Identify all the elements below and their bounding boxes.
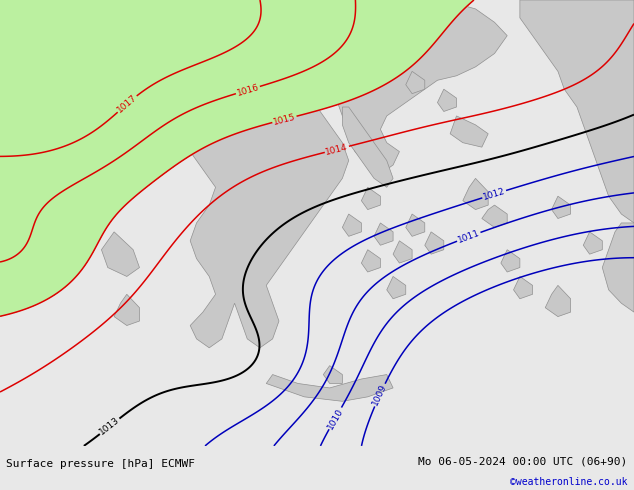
- Text: 1016: 1016: [236, 82, 260, 98]
- Polygon shape: [342, 214, 361, 236]
- Polygon shape: [114, 294, 139, 325]
- Polygon shape: [0, 0, 139, 241]
- Polygon shape: [583, 232, 602, 254]
- Text: Mo 06-05-2024 00:00 UTC (06+90): Mo 06-05-2024 00:00 UTC (06+90): [418, 456, 628, 466]
- Text: 1017: 1017: [115, 93, 139, 115]
- Polygon shape: [520, 0, 634, 223]
- Polygon shape: [361, 187, 380, 210]
- Polygon shape: [406, 214, 425, 236]
- Polygon shape: [501, 250, 520, 272]
- Polygon shape: [127, 0, 349, 348]
- Polygon shape: [323, 366, 342, 384]
- Polygon shape: [437, 89, 456, 112]
- Text: 1009: 1009: [371, 383, 389, 407]
- Polygon shape: [361, 250, 380, 272]
- Polygon shape: [406, 72, 425, 94]
- Polygon shape: [552, 196, 571, 219]
- Text: 1010: 1010: [326, 406, 345, 431]
- Text: 1014: 1014: [325, 142, 349, 156]
- Polygon shape: [387, 276, 406, 299]
- Text: ©weatheronline.co.uk: ©weatheronline.co.uk: [510, 477, 628, 487]
- Polygon shape: [393, 241, 412, 263]
- Text: 1013: 1013: [98, 416, 122, 437]
- Polygon shape: [76, 170, 95, 196]
- Text: 1015: 1015: [272, 112, 297, 126]
- Polygon shape: [336, 0, 507, 174]
- Polygon shape: [101, 232, 139, 276]
- Polygon shape: [463, 178, 488, 210]
- Text: Surface pressure [hPa] ECMWF: Surface pressure [hPa] ECMWF: [6, 459, 195, 468]
- Polygon shape: [425, 232, 444, 254]
- Polygon shape: [450, 116, 488, 147]
- Text: 1012: 1012: [482, 187, 507, 202]
- Polygon shape: [545, 285, 571, 317]
- Polygon shape: [602, 223, 634, 312]
- Text: 1011: 1011: [456, 228, 481, 245]
- Polygon shape: [374, 223, 393, 245]
- Polygon shape: [514, 276, 533, 299]
- Polygon shape: [482, 205, 507, 227]
- Polygon shape: [266, 374, 393, 401]
- Polygon shape: [342, 107, 393, 187]
- Polygon shape: [51, 89, 152, 165]
